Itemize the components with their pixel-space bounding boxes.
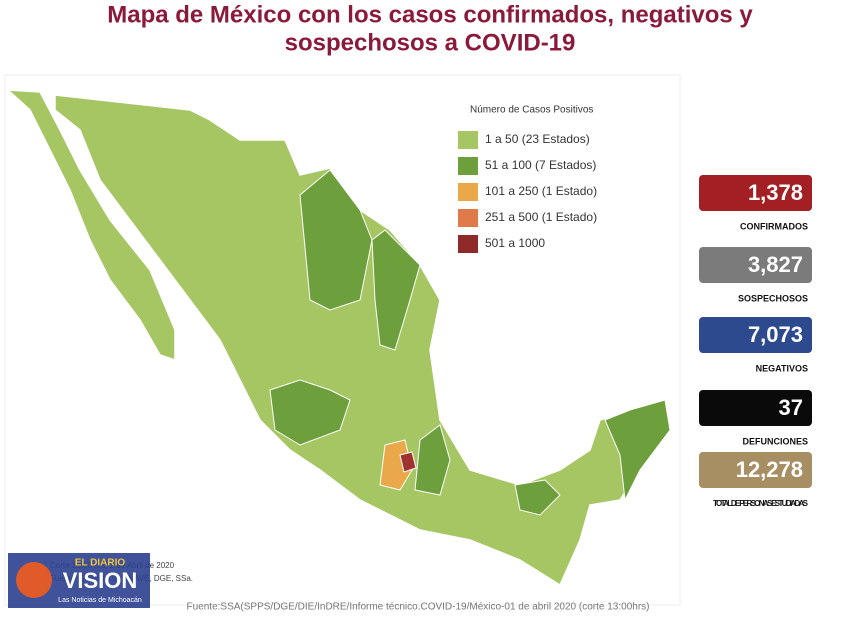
stat-label: NEGATIVOS [756, 363, 808, 373]
state-region [514, 479, 561, 516]
stat-value: 7,073 [748, 322, 803, 347]
watermark-brand: VISION [63, 568, 138, 593]
legend-label: 101 a 250 (1 Estado) [485, 184, 597, 198]
legend-swatch [458, 131, 478, 149]
state-region [371, 229, 421, 351]
legend-swatch [458, 235, 478, 253]
stat-box [699, 317, 812, 353]
watermark-logo [16, 562, 52, 598]
state-region [299, 169, 373, 311]
stat-box [699, 390, 812, 426]
stat-value: 1,378 [748, 180, 803, 205]
stat-label: CONFIRMADOS [740, 221, 808, 231]
legend-label: 1 a 50 (23 Estados) [485, 132, 590, 146]
stat-value: 37 [779, 395, 803, 420]
stat-label: TOTAL DE PERSONAS ESTUDIADAS [713, 499, 809, 508]
legend-label: 251 a 500 (1 Estado) [485, 210, 597, 224]
watermark-brand-top: EL DIARIO [75, 558, 126, 569]
legend-swatch [458, 157, 478, 175]
state-region [604, 399, 671, 502]
legend-label: 51 a 100 (7 Estados) [485, 158, 596, 172]
stat-value: 3,827 [748, 252, 803, 277]
title: sospechosos a COVID-19 [285, 29, 576, 56]
legend-swatch [458, 209, 478, 227]
legend-label: 501 a 1000 [485, 236, 545, 250]
legend-title: Número de Casos Positivos [470, 105, 593, 116]
state-region [269, 379, 351, 446]
stat-box [699, 247, 812, 283]
state-region [414, 424, 451, 496]
stat-label: DEFUNCIONES [742, 436, 808, 446]
state-region [379, 439, 413, 491]
stat-box [699, 175, 812, 211]
footer-source: Fuente:SSA(SPPS/DGE/DIE/InDRE/Informe té… [187, 602, 650, 613]
state-region [399, 451, 417, 473]
legend-swatch [458, 183, 478, 201]
stat-box [699, 452, 812, 488]
stats-panel: 1,378 CONFIRMADOS 3,827 SOSPECHOSOS 7,073 NEG… [699, 175, 812, 508]
watermark-tagline: Las Noticias de Michoacán [58, 597, 142, 604]
stat-value: 12,278 [736, 457, 803, 482]
baja-california [5, 89, 176, 362]
title: Mapa de México con los casos confirmados… [107, 1, 753, 28]
legend: 1 a 50 (23 Estados) 51 a 100 (7 Estados) 1… [458, 131, 597, 253]
stat-label: SOSPECHOSOS [738, 293, 808, 303]
